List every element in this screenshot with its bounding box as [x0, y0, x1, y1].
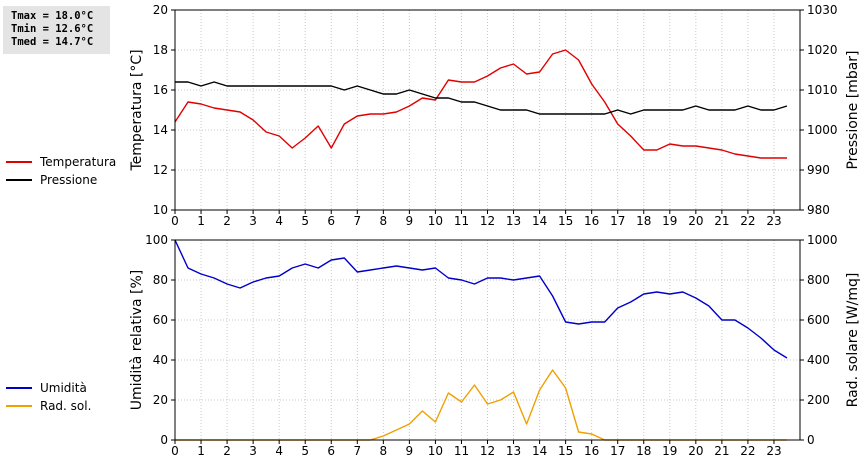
x-tick-label: 23 [766, 214, 781, 228]
stats-box: Tmax = 18.0°C Tmin = 12.6°C Tmed = 14.7°… [3, 6, 110, 54]
y-tick-label: 16 [153, 83, 168, 97]
x-tick-label: 16 [584, 444, 599, 458]
x-tick-label: 20 [688, 444, 703, 458]
x-tick-label: 21 [714, 214, 729, 228]
x-tick-label: 0 [171, 444, 179, 458]
series-line-1-1 [175, 369, 787, 441]
x-tick-label: 5 [301, 444, 309, 458]
x-tick-label: 15 [558, 214, 573, 228]
x-tick-label: 3 [249, 444, 257, 458]
legend-swatch-black [6, 179, 32, 181]
x-tick-label: 0 [171, 214, 179, 228]
y2-tick-label: 1020 [807, 43, 838, 57]
legend-label: Temperatura [40, 155, 117, 169]
legend-label: Pressione [40, 173, 98, 187]
x-tick-label: 19 [662, 214, 677, 228]
legend-item-umidita: Umidità [6, 379, 91, 397]
x-tick-label: 8 [380, 214, 388, 228]
legend-swatch-orange [6, 405, 32, 407]
y-tick-label: 0 [160, 433, 168, 447]
x-tick-label: 23 [766, 444, 781, 458]
x-tick-label: 19 [662, 444, 677, 458]
tmin-text: Tmin = 12.6°C [11, 23, 94, 35]
x-tick-label: 10 [428, 214, 443, 228]
y2-tick-label: 0 [807, 433, 815, 447]
legend-top: Temperatura Pressione [6, 153, 116, 189]
x-tick-label: 21 [714, 444, 729, 458]
legend-label: Rad. sol. [40, 399, 92, 413]
y-tick-label: 14 [153, 123, 168, 137]
x-tick-label: 1 [197, 214, 205, 228]
x-tick-label: 3 [249, 214, 257, 228]
x-tick-label: 13 [506, 444, 521, 458]
x-tick-label: 7 [353, 444, 361, 458]
legend-swatch-blue [6, 387, 32, 389]
x-tick-label: 16 [584, 214, 599, 228]
y-tick-label: 20 [153, 393, 168, 407]
x-tick-label: 11 [454, 214, 469, 228]
x-tick-label: 2 [223, 214, 231, 228]
x-tick-label: 22 [740, 444, 755, 458]
x-tick-label: 1 [197, 444, 205, 458]
series-line-0-1 [175, 81, 788, 115]
x-tick-label: 4 [275, 444, 283, 458]
y-tick-label: 10 [153, 203, 168, 217]
legend-label: Umidità [40, 381, 87, 395]
x-tick-label: 13 [506, 214, 521, 228]
tmax-text: Tmax = 18.0°C [11, 10, 94, 22]
x-tick-label: 5 [301, 214, 309, 228]
y-tick-label: 100 [145, 233, 168, 247]
y2-tick-label: 1000 [807, 123, 838, 137]
y-tick-label: 80 [153, 273, 168, 287]
y2-tick-label: 600 [807, 313, 830, 327]
x-tick-label: 11 [454, 444, 469, 458]
x-tick-label: 10 [428, 444, 443, 458]
y2-axis-title: Rad. solare [W/mq] [845, 273, 860, 408]
x-tick-label: 4 [275, 214, 283, 228]
legend-item-temperatura: Temperatura [6, 153, 116, 171]
x-tick-label: 17 [610, 444, 625, 458]
x-tick-label: 17 [610, 214, 625, 228]
x-tick-label: 18 [636, 444, 651, 458]
y-tick-label: 12 [153, 163, 168, 177]
y2-tick-label: 400 [807, 353, 830, 367]
x-tick-label: 6 [327, 214, 335, 228]
y-axis-title: Temperatura [°C] [129, 49, 145, 171]
legend-item-radsol: Rad. sol. [6, 397, 91, 415]
x-tick-label: 14 [532, 444, 547, 458]
legend-item-pressione: Pressione [6, 171, 116, 189]
y2-tick-label: 990 [807, 163, 830, 177]
y2-tick-label: 1030 [807, 3, 838, 17]
series-line-0-0 [174, 49, 787, 159]
x-tick-label: 2 [223, 444, 231, 458]
y-tick-label: 18 [153, 43, 168, 57]
y2-tick-label: 200 [807, 393, 830, 407]
x-tick-label: 9 [406, 444, 414, 458]
y-tick-label: 20 [153, 3, 168, 17]
x-tick-label: 22 [740, 214, 755, 228]
x-tick-label: 14 [532, 214, 547, 228]
x-tick-label: 9 [406, 214, 414, 228]
y2-tick-label: 980 [807, 203, 830, 217]
y2-tick-label: 1010 [807, 83, 838, 97]
x-tick-label: 7 [353, 214, 361, 228]
series-line-1-0 [174, 239, 788, 359]
x-tick-label: 12 [480, 444, 495, 458]
x-tick-label: 18 [636, 214, 651, 228]
legend-bottom: Umidità Rad. sol. [6, 379, 91, 415]
x-tick-label: 20 [688, 214, 703, 228]
y2-tick-label: 1000 [807, 233, 838, 247]
y2-tick-label: 800 [807, 273, 830, 287]
x-tick-label: 15 [558, 444, 573, 458]
y-tick-label: 60 [153, 313, 168, 327]
x-tick-label: 8 [380, 444, 388, 458]
y-axis-title: Umidità relativa [%] [129, 270, 145, 411]
x-tick-label: 12 [480, 214, 495, 228]
y2-axis-title: Pressione [mbar] [845, 50, 860, 169]
x-tick-label: 6 [327, 444, 335, 458]
legend-swatch-red [6, 161, 32, 163]
tmed-text: Tmed = 14.7°C [11, 36, 94, 48]
y-tick-label: 40 [153, 353, 168, 367]
